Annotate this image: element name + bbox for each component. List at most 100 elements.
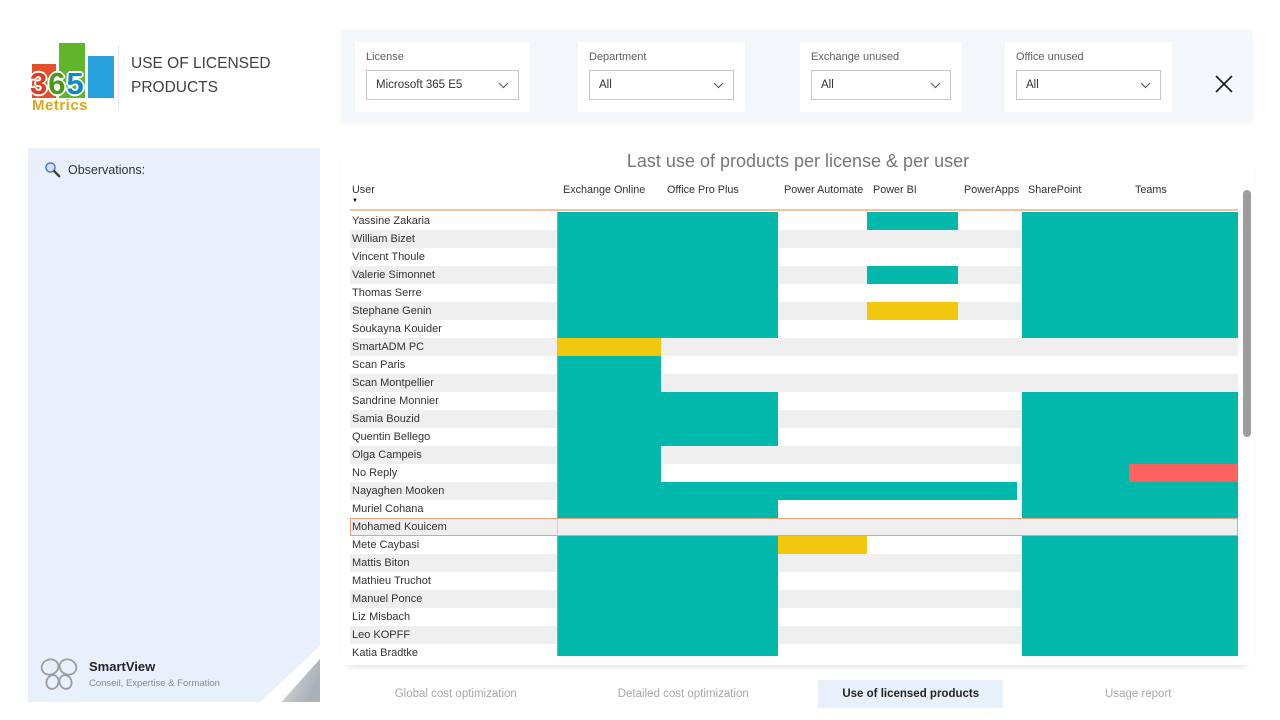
cell-teams[interactable]	[1129, 212, 1238, 230]
cell-office-pro-plus[interactable]	[661, 392, 778, 410]
table-row[interactable]: No Reply	[350, 464, 1238, 482]
cell-sharepoint[interactable]	[1022, 212, 1129, 230]
cell-sharepoint[interactable]	[1022, 590, 1129, 608]
cell-exchange-online[interactable]	[557, 626, 661, 644]
cell-sharepoint[interactable]	[1022, 248, 1129, 266]
cell-office-pro-plus[interactable]	[661, 500, 778, 518]
cell-office-pro-plus[interactable]	[661, 626, 778, 644]
cell-sharepoint[interactable]	[1022, 230, 1129, 248]
table-row[interactable]: Soukayna Kouider	[350, 320, 1238, 338]
cell-teams[interactable]	[1129, 284, 1238, 302]
cell-sharepoint[interactable]	[1022, 284, 1129, 302]
filter-exchange-unused-dropdown[interactable]: All	[811, 70, 951, 100]
table-row[interactable]: Valerie Simonnet	[350, 266, 1238, 284]
cell-teams[interactable]	[1129, 572, 1238, 590]
cell-powerapps[interactable]	[958, 482, 1022, 500]
cell-exchange-online[interactable]	[557, 446, 661, 464]
table-row[interactable]: Liz Misbach	[350, 608, 1238, 626]
column-header-exchange-online[interactable]: Exchange Online	[563, 184, 646, 196]
cell-sharepoint[interactable]	[1022, 572, 1129, 590]
tab-use-of-licensed-products[interactable]: Use of licensed products	[797, 680, 1025, 708]
cell-sharepoint[interactable]	[1022, 482, 1129, 500]
filter-office-unused-dropdown[interactable]: All	[1016, 70, 1161, 100]
cell-exchange-online[interactable]	[557, 554, 661, 572]
table-row[interactable]: Thomas Serre	[350, 284, 1238, 302]
cell-power-bi[interactable]	[867, 482, 958, 500]
cell-office-pro-plus[interactable]	[661, 302, 778, 320]
tab-usage-report[interactable]: Usage report	[1025, 680, 1253, 708]
cell-exchange-online[interactable]	[557, 248, 661, 266]
cell-sharepoint[interactable]	[1022, 554, 1129, 572]
table-row[interactable]: Yassine Zakaria	[350, 212, 1238, 230]
table-row[interactable]: Mohamed Kouicem	[350, 518, 1238, 536]
column-header-powerapps[interactable]: PowerApps	[964, 184, 1020, 196]
cell-teams[interactable]	[1129, 248, 1238, 266]
cell-teams[interactable]	[1129, 464, 1238, 482]
cell-sharepoint[interactable]	[1022, 266, 1129, 284]
cell-office-pro-plus[interactable]	[661, 572, 778, 590]
table-row[interactable]: Sandrine Monnier	[350, 392, 1238, 410]
tab-detailed-cost-optimization[interactable]: Detailed cost optimization	[570, 680, 798, 708]
table-row[interactable]: Manuel Ponce	[350, 590, 1238, 608]
cell-office-pro-plus[interactable]	[661, 284, 778, 302]
cell-power-bi[interactable]	[867, 212, 958, 230]
cell-teams[interactable]	[1129, 536, 1238, 554]
cell-office-pro-plus[interactable]	[661, 266, 778, 284]
cell-teams[interactable]	[1129, 500, 1238, 518]
cell-sharepoint[interactable]	[1022, 428, 1129, 446]
cell-exchange-online[interactable]	[557, 284, 661, 302]
cell-exchange-online[interactable]	[557, 320, 661, 338]
cell-office-pro-plus[interactable]	[661, 428, 778, 446]
cell-exchange-online[interactable]	[557, 230, 661, 248]
cell-sharepoint[interactable]	[1022, 464, 1129, 482]
cell-office-pro-plus[interactable]	[661, 482, 778, 500]
table-row[interactable]: Mathieu Truchot	[350, 572, 1238, 590]
cell-sharepoint[interactable]	[1022, 320, 1129, 338]
cell-exchange-online[interactable]	[557, 356, 661, 374]
cell-exchange-online[interactable]	[557, 644, 661, 656]
table-row[interactable]: Mete Caybasi	[350, 536, 1238, 554]
column-header-office-pro-plus[interactable]: Office Pro Plus	[667, 184, 739, 196]
cell-office-pro-plus[interactable]	[661, 410, 778, 428]
cell-exchange-online[interactable]	[557, 500, 661, 518]
cell-exchange-online[interactable]	[557, 536, 661, 554]
table-row[interactable]: Scan Paris	[350, 356, 1238, 374]
cell-sharepoint[interactable]	[1022, 608, 1129, 626]
cell-teams[interactable]	[1129, 446, 1238, 464]
column-header-power-automate[interactable]: Power Automate	[784, 184, 864, 196]
cell-exchange-online[interactable]	[557, 266, 661, 284]
column-header-teams[interactable]: Teams	[1135, 184, 1167, 196]
cell-exchange-online[interactable]	[557, 590, 661, 608]
cell-exchange-online[interactable]	[557, 410, 661, 428]
cell-exchange-online[interactable]	[557, 374, 661, 392]
cell-teams[interactable]	[1129, 482, 1238, 500]
cell-office-pro-plus[interactable]	[661, 536, 778, 554]
cell-teams[interactable]	[1129, 608, 1238, 626]
table-row[interactable]: Olga Campeis	[350, 446, 1238, 464]
cell-power-automate[interactable]	[778, 536, 867, 554]
cell-teams[interactable]	[1129, 554, 1238, 572]
cell-teams[interactable]	[1129, 644, 1238, 656]
cell-office-pro-plus[interactable]	[661, 590, 778, 608]
table-row[interactable]: SmartADM PC	[350, 338, 1238, 356]
cell-teams[interactable]	[1129, 392, 1238, 410]
cell-office-pro-plus[interactable]	[661, 608, 778, 626]
table-row[interactable]: Katia Bradtke	[350, 644, 1238, 656]
cell-exchange-online[interactable]	[557, 482, 661, 500]
cell-exchange-online[interactable]	[557, 428, 661, 446]
cell-teams[interactable]	[1129, 320, 1238, 338]
cell-power-bi[interactable]	[867, 302, 958, 320]
cell-sharepoint[interactable]	[1022, 536, 1129, 554]
tab-global-cost-optimization[interactable]: Global cost optimization	[342, 680, 570, 708]
cell-office-pro-plus[interactable]	[661, 230, 778, 248]
close-button[interactable]	[1208, 68, 1240, 100]
cell-sharepoint[interactable]	[1022, 500, 1129, 518]
table-row[interactable]: Vincent Thoule	[350, 248, 1238, 266]
table-row[interactable]: Samia Bouzid	[350, 410, 1238, 428]
table-row[interactable]: William Bizet	[350, 230, 1238, 248]
table-row[interactable]: Stephane Genin	[350, 302, 1238, 320]
cell-sharepoint[interactable]	[1022, 410, 1129, 428]
cell-sharepoint[interactable]	[1022, 626, 1129, 644]
table-row[interactable]: Muriel Cohana	[350, 500, 1238, 518]
cell-exchange-online[interactable]	[557, 464, 661, 482]
